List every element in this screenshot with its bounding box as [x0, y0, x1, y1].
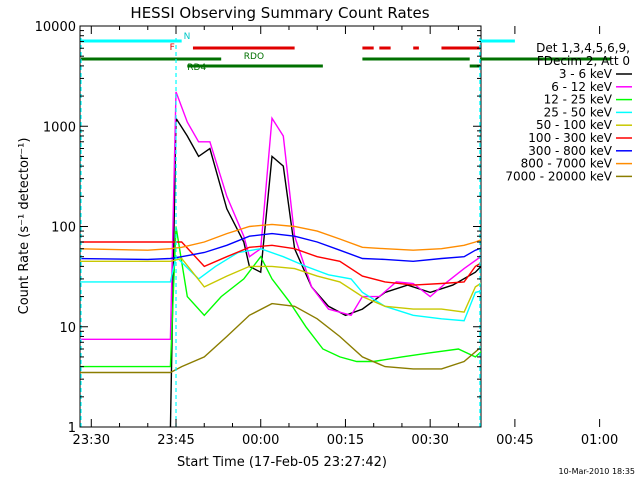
x-axis: 23:30 23:45 00:00 00:15 00:30 00:45 01:00: [73, 26, 618, 448]
y-tick-label: 1000: [43, 120, 76, 135]
legend-label: 50 - 100 keV: [536, 118, 613, 132]
x-tick-label: 00:30: [411, 433, 448, 448]
series-50-100-kev: [80, 257, 481, 313]
x-tick-label: 23:45: [157, 433, 194, 448]
y-axis-label: Count Rate (s⁻¹ detector⁻¹): [17, 138, 32, 315]
y-tick-label: 10: [59, 321, 76, 336]
y-tick-label: 10000: [35, 20, 76, 35]
legend-label: 300 - 800 keV: [528, 144, 612, 158]
x-tick-label: 23:30: [73, 433, 110, 448]
legend-label: 12 - 25 keV: [544, 93, 613, 107]
legend: Det 1,3,4,5,6,9, FDecim 2, Att 0 3 - 6 k…: [505, 41, 632, 183]
legend-title-line1: Det 1,3,4,5,6,9,: [536, 41, 630, 55]
x-tick-label: 00:45: [496, 433, 533, 448]
legend-label: 6 - 12 keV: [551, 80, 613, 94]
footer-timestamp: 10-Mar-2010 18:35: [559, 467, 636, 476]
legend-title-line2: FDecim 2, Att 0: [537, 54, 630, 68]
flag-label-rdo: RDO: [244, 52, 264, 62]
series-800-7000-kev: [80, 223, 481, 251]
observing-flags: NF RDO RD4: [81, 32, 611, 73]
series-300-800-kev: [80, 232, 481, 263]
legend-label: 7000 - 20000 keV: [505, 169, 612, 183]
legend-label: 25 - 50 keV: [544, 105, 613, 119]
flag-label-night: N: [184, 32, 191, 42]
x-tick-label: 01:00: [581, 433, 618, 448]
series-lines: [80, 91, 481, 427]
x-tick-label: 00:00: [242, 433, 279, 448]
series-3-6-kev: [169, 115, 481, 427]
legend-label: 100 - 300 keV: [528, 131, 612, 145]
legend-label: 3 - 6 keV: [559, 67, 613, 81]
chart-title: HESSI Observing Summary Count Rates: [130, 4, 429, 22]
flag-label-flare: F: [170, 43, 175, 53]
series-12-25-kev: [80, 226, 481, 368]
flag-label-rd4: RD4: [187, 63, 206, 73]
series-100-300-kev: [80, 241, 481, 286]
plot-area: NF RDO RD4: [79, 25, 611, 428]
night-boundaries: [80, 38, 481, 427]
y-tick-label: 100: [51, 221, 76, 236]
x-axis-label: Start Time (17-Feb-05 23:27:42): [177, 455, 387, 470]
legend-label: 800 - 7000 keV: [521, 157, 613, 171]
y-axis: 1 10 100 1000 10000: [35, 20, 481, 436]
series-6-12-kev: [80, 91, 481, 340]
series-7000-20000-kev: [80, 302, 481, 374]
x-tick-label: 00:15: [327, 433, 364, 448]
y-tick-label: 1: [68, 421, 76, 436]
